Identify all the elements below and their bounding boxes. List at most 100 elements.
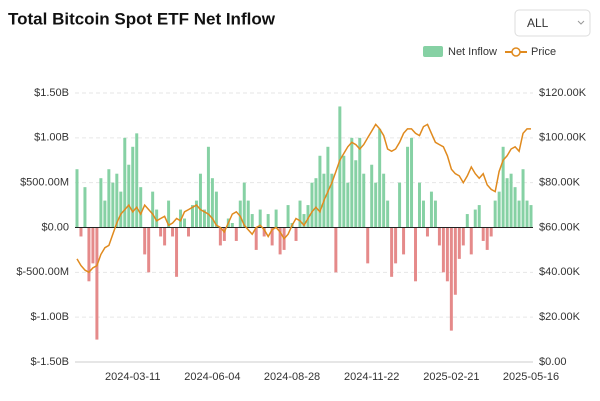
- y-tick-label: $0.00: [41, 221, 69, 233]
- x-tick-label: 2025-05-16: [503, 371, 559, 383]
- bar: [477, 205, 481, 228]
- x-tick-label: 2024-03-11: [105, 371, 160, 383]
- bar: [95, 227, 99, 340]
- y2-tick-label: $100.00K: [539, 132, 587, 144]
- bar: [358, 137, 362, 228]
- bar: [155, 209, 159, 228]
- bar: [354, 160, 358, 228]
- y-tick-label: $1.00B: [34, 132, 69, 144]
- bar: [214, 191, 218, 228]
- bar: [79, 227, 83, 237]
- bar: [513, 187, 517, 228]
- bar: [222, 227, 226, 241]
- bar: [525, 200, 529, 228]
- range-dropdown[interactable]: [514, 9, 591, 37]
- bar: [278, 227, 282, 255]
- bar: [505, 178, 509, 228]
- bar: [449, 227, 453, 331]
- bar: [187, 227, 190, 237]
- bar: [425, 227, 429, 237]
- bar: [465, 214, 469, 228]
- bar: [75, 169, 79, 228]
- y-tick-label: $500.00M: [20, 177, 69, 189]
- legend-label: Net Inflow: [448, 46, 497, 58]
- bar: [509, 173, 513, 228]
- bar: [441, 227, 445, 273]
- y2-tick-label: $120.00K: [539, 87, 587, 99]
- bar: [266, 214, 270, 228]
- bar: [298, 200, 302, 228]
- bar: [151, 191, 155, 228]
- bar: [135, 133, 139, 228]
- bar: [127, 164, 131, 228]
- bar: [270, 227, 274, 246]
- bar: [218, 227, 222, 246]
- y2-tick-label: $80.00K: [539, 177, 581, 189]
- bar: [210, 178, 214, 228]
- bar: [529, 205, 533, 228]
- bar: [437, 227, 441, 246]
- bar: [143, 227, 147, 255]
- bar: [310, 182, 314, 228]
- bar: [190, 205, 194, 228]
- bar: [501, 146, 505, 228]
- bar: [330, 173, 334, 228]
- bar: [250, 214, 254, 228]
- bar: [338, 106, 342, 228]
- bar: [171, 227, 175, 237]
- y2-tick-label: $60.00K: [539, 221, 581, 233]
- bar: [453, 227, 457, 295]
- bar: [469, 227, 473, 255]
- bar: [461, 227, 465, 246]
- bar: [119, 191, 123, 228]
- bar: [342, 155, 346, 228]
- bar: [246, 200, 250, 228]
- y2-tick-label: $0.00: [539, 356, 567, 368]
- bar: [314, 178, 318, 228]
- chart-title: Total Bitcoin Spot ETF Net Inflow: [8, 9, 276, 28]
- dropdown-chevron: [577, 20, 585, 25]
- x-tick-label: 2024-06-04: [184, 371, 240, 383]
- bar: [306, 205, 310, 228]
- bar: [234, 227, 238, 241]
- bar: [433, 200, 437, 228]
- bar: [238, 200, 242, 228]
- bar: [262, 227, 266, 237]
- bar: [473, 209, 477, 228]
- bar: [254, 227, 258, 250]
- bar: [194, 200, 198, 228]
- bar: [378, 128, 382, 228]
- legend-label: Price: [531, 46, 556, 58]
- bar: [123, 137, 127, 228]
- bar: [103, 200, 107, 228]
- bar: [163, 227, 167, 246]
- bar: [202, 209, 206, 228]
- bar: [445, 227, 449, 282]
- y2-tick-label: $40.00K: [539, 266, 581, 278]
- bar: [99, 178, 103, 228]
- bar: [111, 182, 115, 228]
- range-label: ALL: [527, 16, 549, 30]
- bar: [374, 182, 378, 228]
- bar: [402, 227, 406, 255]
- x-tick-label: 2025-02-21: [423, 371, 479, 383]
- bar: [147, 227, 151, 273]
- bar: [302, 214, 306, 228]
- bar: [517, 200, 521, 228]
- bar: [107, 169, 111, 228]
- bar: [183, 218, 187, 228]
- bar: [139, 187, 143, 228]
- bar: [382, 173, 386, 228]
- bar: [390, 227, 394, 277]
- bar: [242, 182, 246, 228]
- bar: [91, 227, 95, 264]
- bar: [421, 200, 425, 228]
- bar: [398, 182, 402, 228]
- bar: [386, 200, 390, 228]
- bar: [362, 173, 366, 228]
- bar: [294, 227, 298, 241]
- bar: [87, 227, 91, 282]
- bar: [167, 200, 171, 228]
